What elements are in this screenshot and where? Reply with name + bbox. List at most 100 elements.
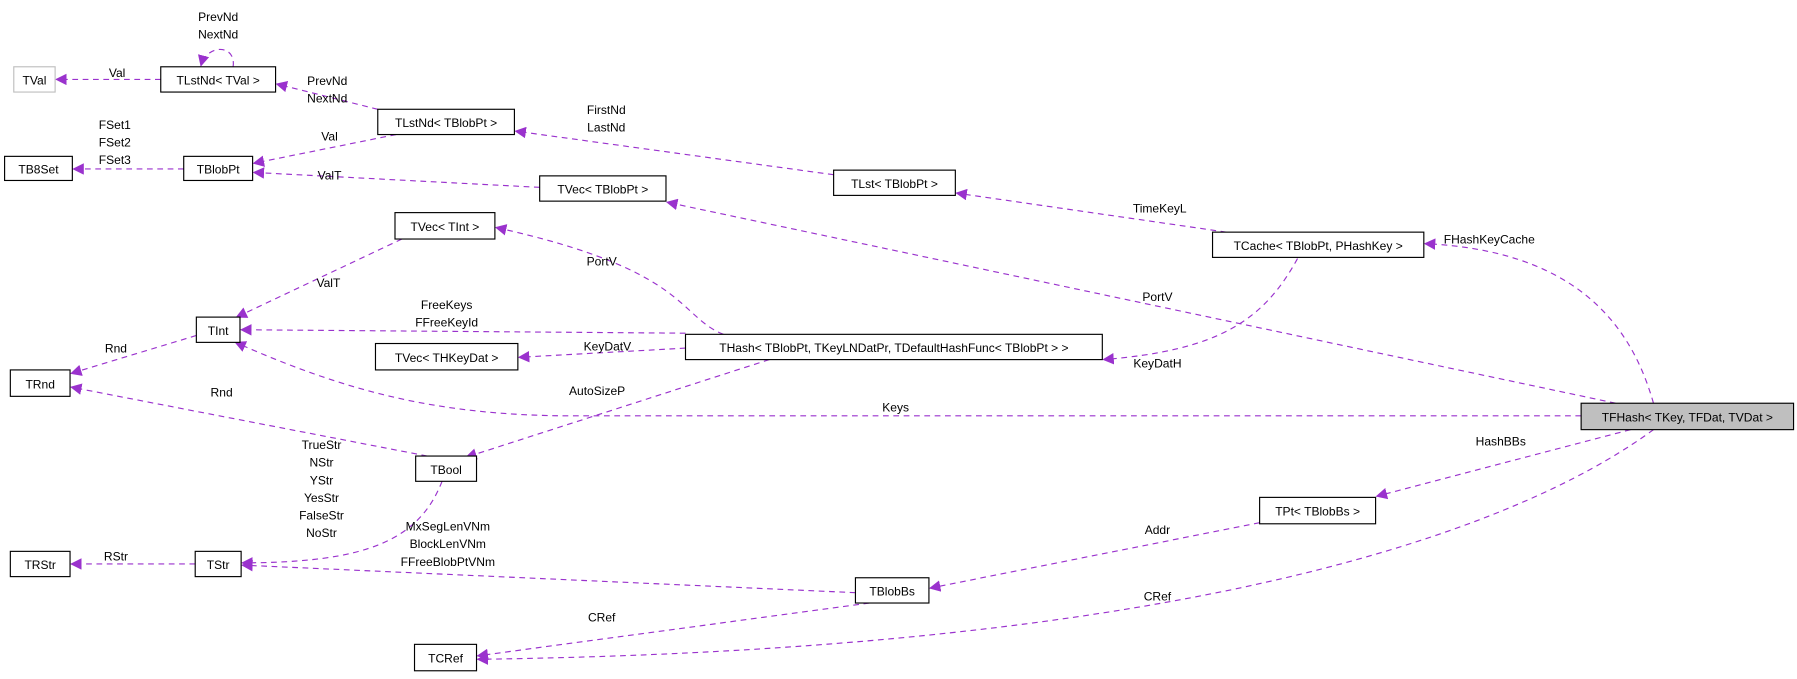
edge-line	[70, 383, 428, 457]
node-label: TPt< TBlobBs >	[1275, 505, 1360, 519]
node-TVecTHKeyDat[interactable]: TVec< THKeyDat >	[374, 342, 519, 371]
edge-label: YStr	[310, 473, 333, 487]
node-box	[1211, 231, 1425, 258]
edge-line	[517, 347, 686, 363]
edge-label: KeyDatV	[584, 339, 632, 353]
node-TRnd[interactable]: TRnd	[9, 369, 71, 397]
edge-TBlobBs-to-TCRef: CRef	[476, 602, 870, 661]
node-box	[377, 108, 515, 136]
edge-THash-to-TVecTInt: PortV	[494, 224, 724, 335]
node-box	[394, 212, 496, 240]
node-TVal[interactable]: TVal	[13, 66, 56, 93]
edge-line	[494, 224, 724, 335]
edge-line	[198, 49, 234, 67]
edge-label: RStr	[104, 550, 128, 564]
edge-line	[241, 481, 443, 569]
node-TCache[interactable]: TCache< TBlobPt, PHashKey >	[1211, 231, 1425, 258]
node-label: TFHash< TKey, TFDat, TVDat >	[1602, 411, 1773, 425]
node-TVecTInt[interactable]: TVec< TInt >	[394, 212, 496, 240]
node-box	[195, 316, 241, 343]
edge-line	[252, 133, 397, 167]
edge-line	[239, 324, 686, 336]
node-box	[13, 66, 56, 93]
edge-TFHash-to-TCRef: CRef	[476, 429, 1654, 665]
edge-label: CRef	[588, 610, 616, 624]
node-TStr[interactable]: TStr	[194, 550, 242, 578]
node-TLstNdTVal[interactable]: TLstNd< TVal >	[160, 66, 277, 93]
node-box	[160, 66, 277, 93]
edge-label: Rnd	[211, 385, 233, 399]
node-label: TLstNd< TBlobPt >	[395, 116, 497, 130]
edge-line	[514, 126, 834, 176]
edge-THash-to-TVecTHKeyDat: KeyDatV	[517, 339, 686, 363]
node-box	[833, 169, 956, 196]
node-TCRef[interactable]: TCRef	[413, 643, 478, 672]
edge-TBool-to-TRnd: Rnd	[70, 383, 428, 457]
node-label: TCRef	[428, 652, 463, 666]
node-TFHash: TFHash< TKey, TFDat, TVDat >	[1580, 402, 1795, 431]
edge-label: FSet2	[99, 135, 131, 149]
node-label: TVal	[23, 74, 47, 88]
node-TBlobPt[interactable]: TBlobPt	[183, 155, 254, 182]
node-box	[194, 550, 242, 578]
edge-line	[275, 80, 378, 110]
node-label: TLstNd< TVal >	[177, 74, 260, 88]
edge-THash-to-TInt: FreeKeys FFreeKeyId	[239, 298, 686, 336]
node-THash[interactable]: THash< TBlobPt, TKeyLNDatPr, TDefaultHas…	[684, 333, 1103, 361]
edge-label: MxSegLenVNm	[406, 520, 490, 534]
edge-label: PortV	[587, 254, 617, 268]
edge-label: AutoSizeP	[569, 384, 625, 398]
edge-label: FSet1	[99, 118, 131, 132]
node-box	[374, 342, 519, 371]
edge-label: Addr	[1145, 523, 1170, 537]
edge-TPt-to-TBlobBs: Addr	[928, 522, 1260, 592]
edge-TVecTInt-to-TInt: ValT	[235, 238, 403, 318]
edge-TBlobBs-to-TStr: MxSegLenVNm BlockLenVNm FFreeBlobPtVNm	[241, 520, 856, 594]
edge-TLstNdTBlobPt-to-TLstNdTVal: PrevNd NextNd	[275, 74, 378, 110]
node-label: TB8Set	[18, 163, 59, 177]
edge-label: FalseStr	[299, 508, 344, 522]
edge-line	[928, 522, 1260, 592]
edge-label: PrevNd	[198, 10, 238, 24]
edge-label: YesStr	[304, 491, 339, 505]
edge-TBool-to-TStr: TrueStr NStr YStr YesStr FalseStr NoStr	[241, 438, 443, 569]
edge-TVecTBlobPt-to-TBlobPt: ValT	[252, 167, 540, 188]
node-label: TVec< THKeyDat >	[395, 351, 499, 365]
node-TBlobBs[interactable]: TBlobBs	[854, 577, 930, 604]
node-TBool[interactable]: TBool	[415, 455, 478, 482]
edge-label: ValT	[318, 168, 343, 182]
edge-line	[252, 167, 540, 188]
edge-line	[234, 341, 1582, 417]
edge-TLstNdTBlobPt-to-TBlobPt: Val	[252, 129, 397, 167]
edge-label: FHashKeyCache	[1444, 233, 1535, 247]
edge-TFHash-to-TCache: FHashKeyCache	[1423, 233, 1655, 404]
nodes-layer: TVal TLstNd< TVal > TLstNd< TBlobPt > TB8Se…	[4, 66, 1795, 672]
node-box	[854, 577, 930, 604]
node-TLst[interactable]: TLst< TBlobPt >	[833, 169, 956, 196]
node-label: THash< TBlobPt, TKeyLNDatPr, TDefaultHas…	[719, 341, 1068, 355]
node-label: TStr	[207, 558, 230, 572]
node-box	[9, 550, 71, 578]
node-TB8Set[interactable]: TB8Set	[4, 155, 73, 182]
edge-label: HashBBs	[1476, 435, 1526, 449]
node-TRStr[interactable]: TRStr	[9, 550, 71, 578]
edge-line	[955, 188, 1227, 233]
edge-label: Val	[321, 129, 338, 143]
node-TLstNdTBlobPt[interactable]: TLstNd< TBlobPt >	[377, 108, 515, 136]
edge-TLst-to-TLstNdTBlobPt: FirstNd LastNd	[514, 103, 834, 176]
node-box	[4, 155, 73, 182]
edge-line	[666, 198, 1616, 404]
node-label: TInt	[208, 324, 229, 338]
node-TPt[interactable]: TPt< TBlobBs >	[1259, 496, 1377, 525]
node-TInt[interactable]: TInt	[195, 316, 241, 343]
edge-TBlobPt-to-TB8Set: FSet1 FSet2 FSet3	[72, 118, 184, 175]
edge-label: NoStr	[306, 526, 337, 540]
node-box	[1259, 496, 1377, 525]
node-TVecTBlobPt[interactable]: TVec< TBlobPt >	[539, 175, 667, 202]
node-box	[539, 175, 667, 202]
edge-label: FirstNd	[587, 103, 626, 117]
node-label: TRnd	[25, 377, 54, 391]
edge-TFHash-to-TPt: HashBBs	[1375, 429, 1631, 500]
edge-TCache-to-TLst: TimeKeyL	[955, 188, 1227, 233]
edge-label: Keys	[882, 400, 909, 414]
